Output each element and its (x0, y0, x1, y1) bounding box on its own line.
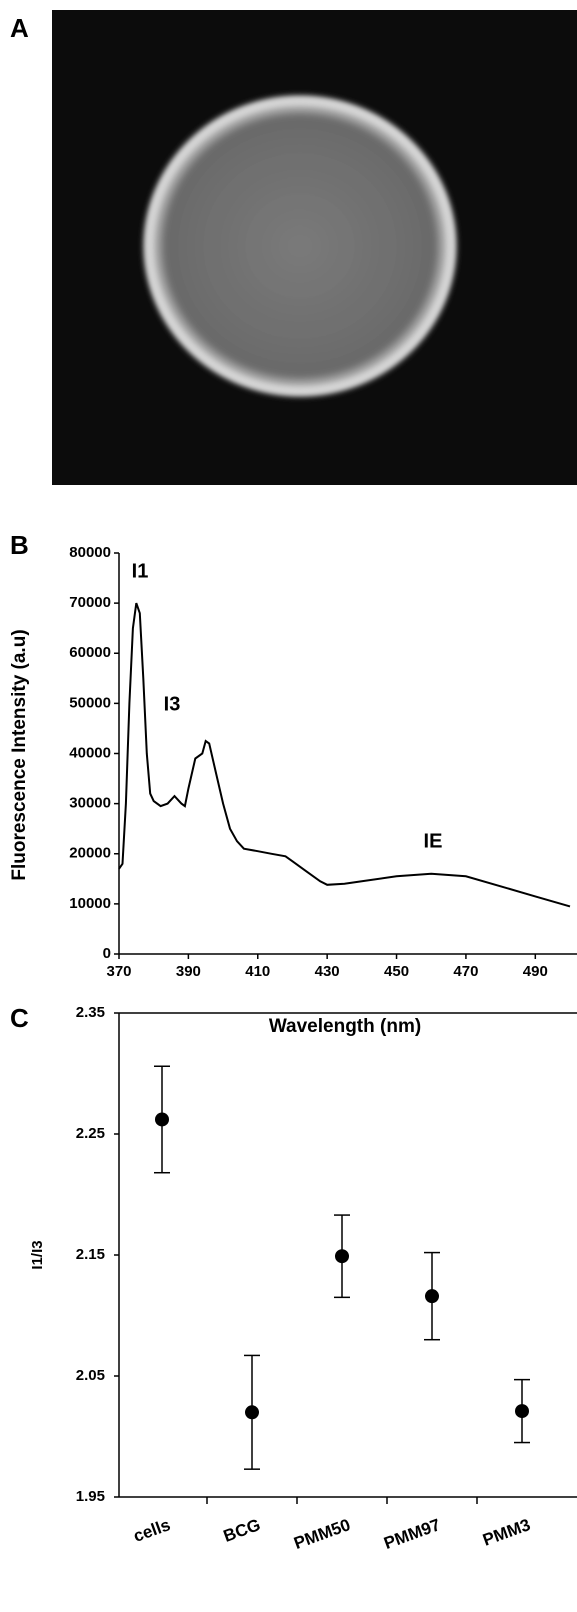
x-tick-label: 430 (315, 963, 340, 980)
peak-label: I1 (132, 560, 149, 582)
x-tick-label: 450 (384, 963, 409, 980)
y-tick-label: 40000 (69, 744, 111, 761)
panel-label: C (10, 1003, 29, 1033)
data-point (515, 1404, 529, 1419)
peak-label: IE (424, 830, 443, 852)
data-point (335, 1249, 349, 1264)
data-point (155, 1112, 169, 1127)
y-axis-label: Fluorescence Intensity (a.u) (9, 629, 30, 880)
x-axis-label: Wavelength (nm) (269, 1016, 421, 1037)
x-tick-label: 410 (245, 963, 270, 980)
spectrum-line (118, 602, 571, 908)
y-tick-label: 0 (103, 945, 111, 962)
y-tick-label: 2.05 (76, 1367, 105, 1384)
y-tick-label: 30000 (69, 795, 111, 812)
y-tick-label: 2.35 (76, 1004, 105, 1021)
data-point (245, 1405, 259, 1420)
y-tick-label: 10000 (69, 895, 111, 912)
panel-label: B (10, 530, 29, 560)
y-tick-label: 80000 (69, 544, 111, 561)
cell-body (142, 94, 458, 398)
data-point (425, 1289, 439, 1304)
x-tick-label: PMM97 (381, 1515, 443, 1553)
x-tick-label: BCG (221, 1515, 263, 1546)
y-tick-label: 50000 (69, 694, 111, 711)
peak-label: I3 (164, 693, 181, 715)
x-tick-label: PMM3 (480, 1515, 533, 1550)
panel-label: A (10, 13, 29, 43)
x-tick-label: cells (131, 1515, 173, 1546)
x-tick-label: 490 (523, 963, 548, 980)
y-tick-label: 70000 (69, 594, 111, 611)
x-tick-label: PMM50 (291, 1515, 353, 1553)
y-tick-label: 60000 (69, 644, 111, 661)
cell-membrane (145, 97, 455, 395)
y-tick-label: 2.25 (76, 1125, 105, 1142)
y-tick-label: 1.95 (76, 1488, 105, 1505)
y-tick-label: 20000 (69, 845, 111, 862)
x-tick-label: 470 (453, 963, 478, 980)
x-tick-label: 390 (176, 963, 201, 980)
y-tick-label: 2.15 (76, 1246, 105, 1263)
y-axis-label: I1/I3 (29, 1240, 46, 1269)
x-tick-label: 370 (106, 963, 131, 980)
